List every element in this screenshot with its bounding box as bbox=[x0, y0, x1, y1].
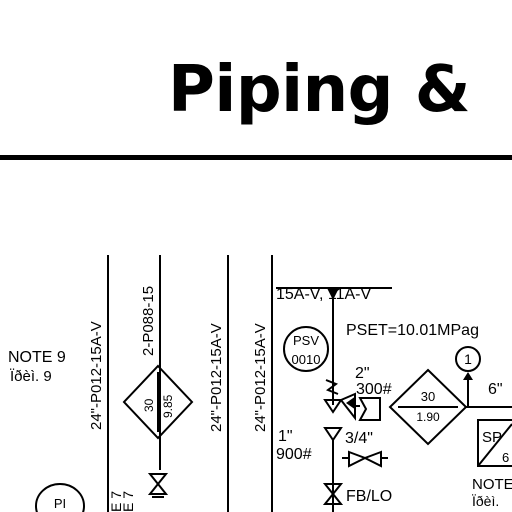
psv-tag-bottom: 0010 bbox=[292, 352, 321, 367]
note-right-label: NOTE bbox=[472, 476, 512, 493]
line-label-3: 24"-P012-15A-V bbox=[208, 323, 225, 432]
note-right-sub: Ïðèì. bbox=[472, 493, 499, 509]
diamond-left-bottom: 9.85 bbox=[161, 394, 175, 418]
psv-inlet-rating: 300# bbox=[356, 381, 392, 398]
line-label-e2: E 7 bbox=[120, 491, 136, 512]
fb-lo-label: FB/LO bbox=[346, 488, 392, 505]
line-label-2: 2-P088-15 bbox=[140, 286, 157, 356]
reducer bbox=[358, 397, 381, 421]
diamond-right-bottom: 1.90 bbox=[416, 410, 440, 424]
psv-circle bbox=[283, 326, 329, 372]
pi-instrument-circle bbox=[35, 483, 85, 512]
psv-valve bbox=[323, 399, 343, 414]
size-6-label: 6" bbox=[488, 381, 503, 398]
note-9-sub: Ïðèì. 9 bbox=[10, 368, 52, 385]
instrument-1-label: 1 bbox=[464, 351, 472, 367]
valve-mid bbox=[323, 427, 343, 442]
size-34-label: 3/4" bbox=[345, 430, 373, 447]
sp-box bbox=[477, 419, 512, 467]
diamond-right bbox=[388, 368, 468, 446]
line-label-4: 24"-P012-15A-V bbox=[252, 323, 269, 432]
valve-left-lower bbox=[147, 482, 169, 495]
sp-box-top: SP bbox=[482, 429, 502, 446]
rating-900-label: 900# bbox=[276, 446, 312, 463]
line-label-1: 24"-P012-15A-V bbox=[88, 321, 105, 430]
pi-instrument-label: PI bbox=[54, 496, 66, 511]
psv-outlet-label: 15A-V, 11A-V bbox=[276, 286, 372, 303]
line-label-e1: E 7 bbox=[108, 491, 124, 512]
size-1-label: 1" bbox=[278, 428, 293, 445]
valve-bottom bbox=[322, 483, 344, 496]
psv-set-pressure: PSET=10.01MPag bbox=[346, 322, 479, 339]
diamond-right-top: 30 bbox=[421, 389, 435, 404]
psv-tag-top: PSV bbox=[293, 333, 319, 348]
valve-left bbox=[147, 473, 169, 486]
page-title: Piping & bbox=[168, 53, 471, 127]
sp-box-bottom: 6 bbox=[502, 450, 509, 465]
title-rule bbox=[0, 155, 512, 160]
note-9-label: NOTE 9 bbox=[8, 349, 66, 366]
psv-inlet-size: 2" bbox=[355, 365, 370, 382]
instrument-1-circle bbox=[455, 346, 481, 372]
diamond-left bbox=[122, 364, 194, 440]
diamond-left-top: 30 bbox=[142, 398, 156, 412]
